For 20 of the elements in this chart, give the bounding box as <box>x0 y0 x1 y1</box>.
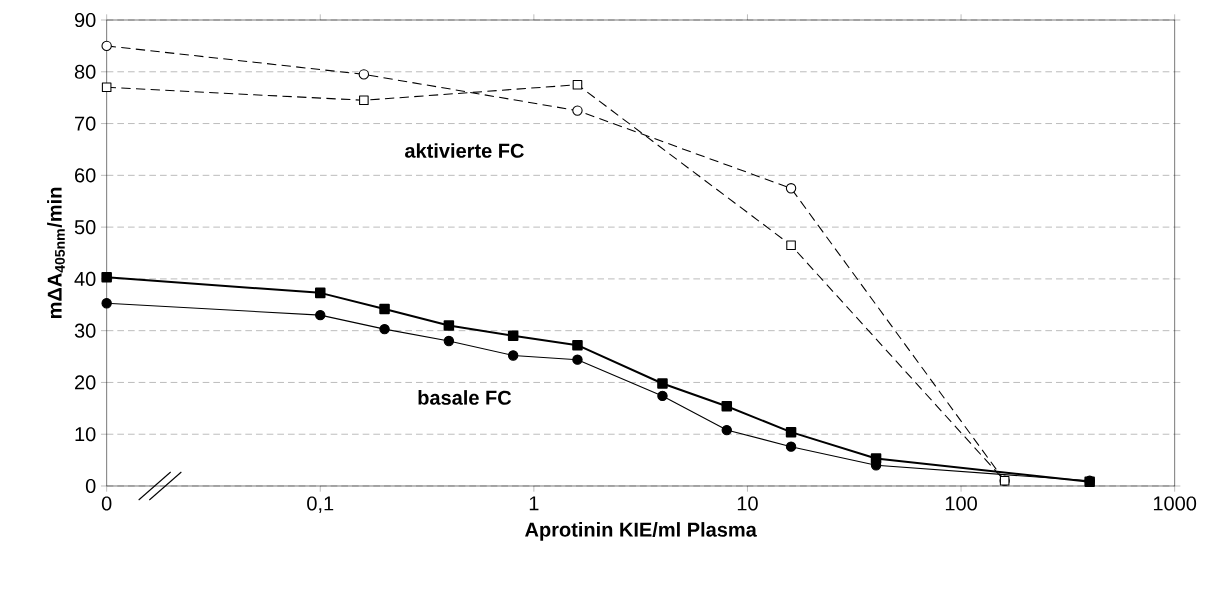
x-tick-label: 1000 <box>1153 496 1197 511</box>
y-tick-label: 80 <box>74 64 96 79</box>
y-axis-title: mΔA$_{405nm}$/min <box>47 187 65 319</box>
x-tick-label: 100 <box>945 496 977 511</box>
y-tick-label: 60 <box>75 168 96 183</box>
annotation: aktivierte FC <box>405 143 524 158</box>
y-tick-label: 50 <box>74 220 96 235</box>
y-tick-label: 30 <box>74 323 96 338</box>
x-tick-label: 0 <box>101 496 112 511</box>
y-tick-label: 10 <box>75 427 96 442</box>
x-tick-label: 10 <box>737 496 758 511</box>
x-axis-title: Aprotinin KIE/ml Plasma <box>525 522 757 541</box>
y-tick-label: 90 <box>74 12 96 28</box>
y-tick-label: 20 <box>75 375 96 390</box>
x-tick-label: 1 <box>529 496 539 511</box>
y-tick-label: 0 <box>85 478 96 494</box>
x-tick-label: 0,1 <box>307 496 334 513</box>
y-tick-label: 70 <box>75 116 96 131</box>
annotation: basale FC <box>418 390 512 405</box>
y-tick-label: 40 <box>74 271 96 286</box>
